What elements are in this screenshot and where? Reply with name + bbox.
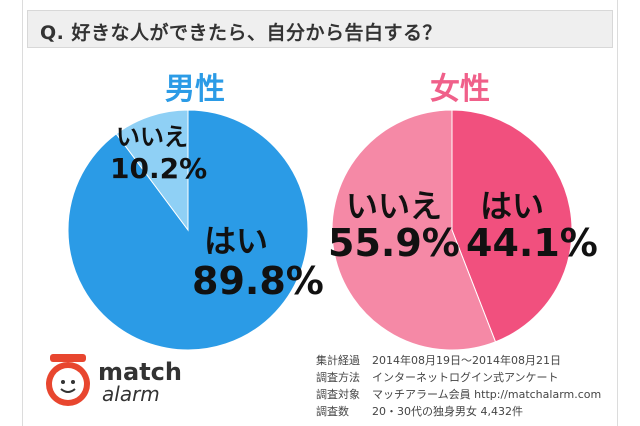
matchalarm-logo: match alarm xyxy=(42,352,202,412)
male-pie xyxy=(67,109,309,351)
logo-alarm-text: alarm xyxy=(102,382,160,406)
survey-row: 調査数 20・30代の独身男女 4,432件 xyxy=(316,405,523,418)
survey-row: 調査対象 マッチアラーム会員 http://matchalarm.com xyxy=(316,388,602,401)
female-yes-label: はい xyxy=(480,187,545,225)
survey-info: 集計経過 2014年08月19日～2014年08月21日 調査方法 インターネットロ… xyxy=(316,352,601,420)
female-no-label: いいえ xyxy=(346,187,443,225)
survey-row: 集計経過 2014年08月19日～2014年08月21日 xyxy=(316,354,561,367)
male-chart-title: 男性 xyxy=(165,72,225,107)
male-no-label: いいえ xyxy=(116,123,188,151)
logo-match-text: match xyxy=(98,358,182,386)
male-yes-value: 89.8% xyxy=(192,259,324,303)
female-pie xyxy=(331,109,573,351)
female-slice-yes xyxy=(451,109,573,343)
female-yes-value: 44.1% xyxy=(466,221,598,265)
male-yes-label: はい xyxy=(204,222,269,260)
question-bar: Q. 好きな人ができたら、自分から告白する？ xyxy=(27,10,613,48)
question-text: Q. 好きな人ができたら、自分から告白する？ xyxy=(40,22,442,44)
female-chart-title: 女性 xyxy=(430,72,490,107)
female-slice-no xyxy=(331,109,497,351)
male-no-value: 10.2% xyxy=(110,152,208,185)
female-no-value: 55.9% xyxy=(328,221,460,265)
content-frame xyxy=(22,0,618,426)
alarm-clock-icon xyxy=(46,354,90,406)
survey-row: 調査方法 インターネットログイン式アンケート xyxy=(316,371,559,384)
male-slice-no xyxy=(115,109,189,232)
